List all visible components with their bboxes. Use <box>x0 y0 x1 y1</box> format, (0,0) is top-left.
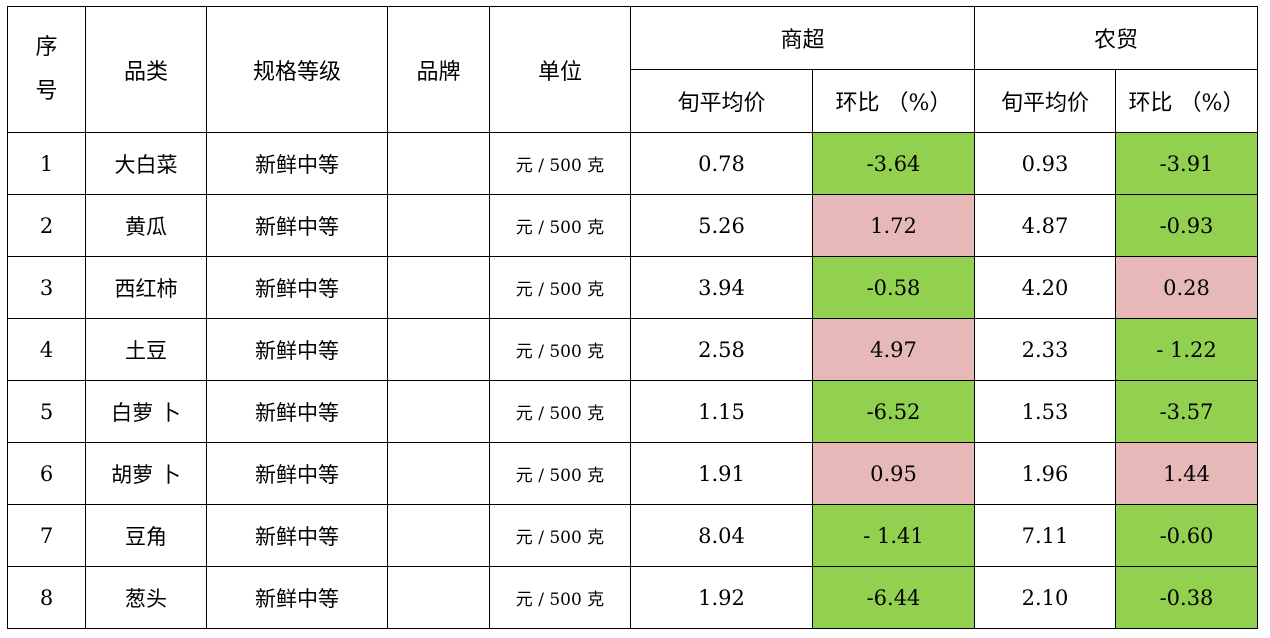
cell-brand <box>387 132 490 195</box>
header-category: 品类 <box>85 6 207 133</box>
table-row: 7 豆角 新鲜中等 元 / 500 克 8.04- 1.41 7.11 -0.60 <box>7 504 1258 567</box>
cell-brand <box>387 566 490 629</box>
cell-category: 黄瓜 <box>85 194 207 257</box>
cell-category: 西红柿 <box>85 256 207 319</box>
header-fm-change: 环比 （%） <box>1115 69 1258 133</box>
cell-brand <box>387 318 490 381</box>
cell-sm-change: - 1.41 <box>812 504 975 567</box>
header-fm-avg-price: 旬平均价 <box>974 69 1116 133</box>
cell-category: 葱头 <box>85 566 207 629</box>
header-unit: 单位 <box>489 6 631 133</box>
cell-fm-avg-price: 1.96 <box>974 442 1116 505</box>
header-sm-change: 环比 （%） <box>812 69 975 133</box>
vegetable-price-table: 序号 品类 规格等级 品牌 单位 商超 农贸 旬平均价 环比 （%） 旬平均价 … <box>7 6 1258 629</box>
cell-spec: 新鲜中等 <box>206 256 388 319</box>
cell-category: 大白菜 <box>85 132 207 195</box>
cell-seq: 4 <box>7 318 86 381</box>
cell-spec: 新鲜中等 <box>206 566 388 629</box>
cell-unit: 元 / 500 克 <box>489 256 631 319</box>
cell-fm-avg-price: 2.10 <box>974 566 1116 629</box>
cell-spec: 新鲜中等 <box>206 380 388 443</box>
cell-unit: 元 / 500 克 <box>489 380 631 443</box>
cell-brand <box>387 256 490 319</box>
cell-brand <box>387 504 490 567</box>
cell-fm-avg-price: 0.93 <box>974 132 1116 195</box>
cell-category: 豆角 <box>85 504 207 567</box>
cell-seq: 1 <box>7 132 86 195</box>
cell-unit: 元 / 500 克 <box>489 504 631 567</box>
cell-seq: 5 <box>7 380 86 443</box>
cell-sm-avg-price: 3.94 <box>630 256 813 319</box>
cell-seq: 6 <box>7 442 86 505</box>
cell-sm-avg-price: 8.04 <box>630 504 813 567</box>
header-farmers-market: 农贸 <box>974 6 1258 70</box>
cell-sm-change: -6.52 <box>812 380 975 443</box>
cell-unit: 元 / 500 克 <box>489 194 631 257</box>
cell-sm-avg-price: 0.78 <box>630 132 813 195</box>
cell-sm-change: 0.95 <box>812 442 975 505</box>
table-row: 5 白萝 卜新鲜中等 元 / 500 克 1.15 -6.52 1.53 -3.57 <box>7 380 1258 443</box>
cell-sm-change: -0.58 <box>812 256 975 319</box>
cell-brand <box>387 442 490 505</box>
cell-unit: 元 / 500 克 <box>489 318 631 381</box>
cell-fm-change: -3.57 <box>1115 380 1258 443</box>
cell-unit: 元 / 500 克 <box>489 442 631 505</box>
cell-sm-change: 4.97 <box>812 318 975 381</box>
price-table-container: 序号 品类 规格等级 品牌 单位 商超 农贸 旬平均价 环比 （%） 旬平均价 … <box>7 6 1258 629</box>
cell-sm-avg-price: 2.58 <box>630 318 813 381</box>
cell-fm-change: -0.93 <box>1115 194 1258 257</box>
cell-fm-avg-price: 4.20 <box>974 256 1116 319</box>
cell-fm-avg-price: 4.87 <box>974 194 1116 257</box>
cell-category: 土豆 <box>85 318 207 381</box>
cell-unit: 元 / 500 克 <box>489 132 631 195</box>
cell-sm-avg-price: 1.92 <box>630 566 813 629</box>
cell-category: 白萝 卜 <box>85 380 207 443</box>
cell-sm-avg-price: 5.26 <box>630 194 813 257</box>
cell-category: 胡萝 卜 <box>85 442 207 505</box>
cell-fm-change: 1.44 <box>1115 442 1258 505</box>
cell-seq: 3 <box>7 256 86 319</box>
cell-fm-avg-price: 1.53 <box>974 380 1116 443</box>
cell-sm-avg-price: 1.91 <box>630 442 813 505</box>
cell-fm-avg-price: 2.33 <box>974 318 1116 381</box>
cell-seq: 8 <box>7 566 86 629</box>
table-body: 1 大白菜 新鲜中等元 / 500 克 0.78 -3.64 0.93 -3.91 2 黄瓜 新鲜… <box>7 132 1258 629</box>
cell-seq: 2 <box>7 194 86 257</box>
cell-spec: 新鲜中等 <box>206 442 388 505</box>
cell-fm-change: - 1.22 <box>1115 318 1258 381</box>
cell-unit: 元 / 500 克 <box>489 566 631 629</box>
cell-spec: 新鲜中等 <box>206 132 388 195</box>
cell-seq: 7 <box>7 504 86 567</box>
table-row: 6 胡萝 卜新鲜中等 元 / 500 克 1.91 0.95 1.96 1.44 <box>7 442 1258 505</box>
cell-spec: 新鲜中等 <box>206 504 388 567</box>
cell-sm-change: 1.72 <box>812 194 975 257</box>
header-brand: 品牌 <box>387 6 490 133</box>
header-seq: 序号 <box>7 6 86 133</box>
cell-sm-change: -6.44 <box>812 566 975 629</box>
cell-fm-avg-price: 7.11 <box>974 504 1116 567</box>
table-row: 8 葱头 新鲜中等 元 / 500 克 1.92 -6.44 2.10 -0.38 <box>7 566 1258 629</box>
table-row: 2 黄瓜 新鲜中等 元 / 500 克 5.26 1.72 4.87 -0.93 <box>7 194 1258 257</box>
cell-brand <box>387 380 490 443</box>
header-sm-avg-price: 旬平均价 <box>630 69 813 133</box>
header-spec: 规格等级 <box>206 6 388 133</box>
header-row-top: 序号 品类 规格等级 品牌 单位 商超 农贸 <box>7 6 1258 133</box>
cell-spec: 新鲜中等 <box>206 194 388 257</box>
cell-sm-change: -3.64 <box>812 132 975 195</box>
cell-brand <box>387 194 490 257</box>
table-row: 3 西红柿 新鲜中等 元 / 500 克 3.94 -0.58 4.20 0.28 <box>7 256 1258 319</box>
cell-spec: 新鲜中等 <box>206 318 388 381</box>
cell-fm-change: -0.38 <box>1115 566 1258 629</box>
table-row: 1 大白菜 新鲜中等 元 / 500 克 0.78 -3.64 0.93 -3.91 <box>7 132 1258 195</box>
cell-fm-change: -0.60 <box>1115 504 1258 567</box>
header-supermarket: 商超 <box>630 6 975 70</box>
cell-fm-change: 0.28 <box>1115 256 1258 319</box>
cell-fm-change: -3.91 <box>1115 132 1258 195</box>
table-row: 4 土豆 新鲜中等 元 / 500 克 2.58 4.97 2.33- 1.22 <box>7 318 1258 381</box>
cell-sm-avg-price: 1.15 <box>630 380 813 443</box>
